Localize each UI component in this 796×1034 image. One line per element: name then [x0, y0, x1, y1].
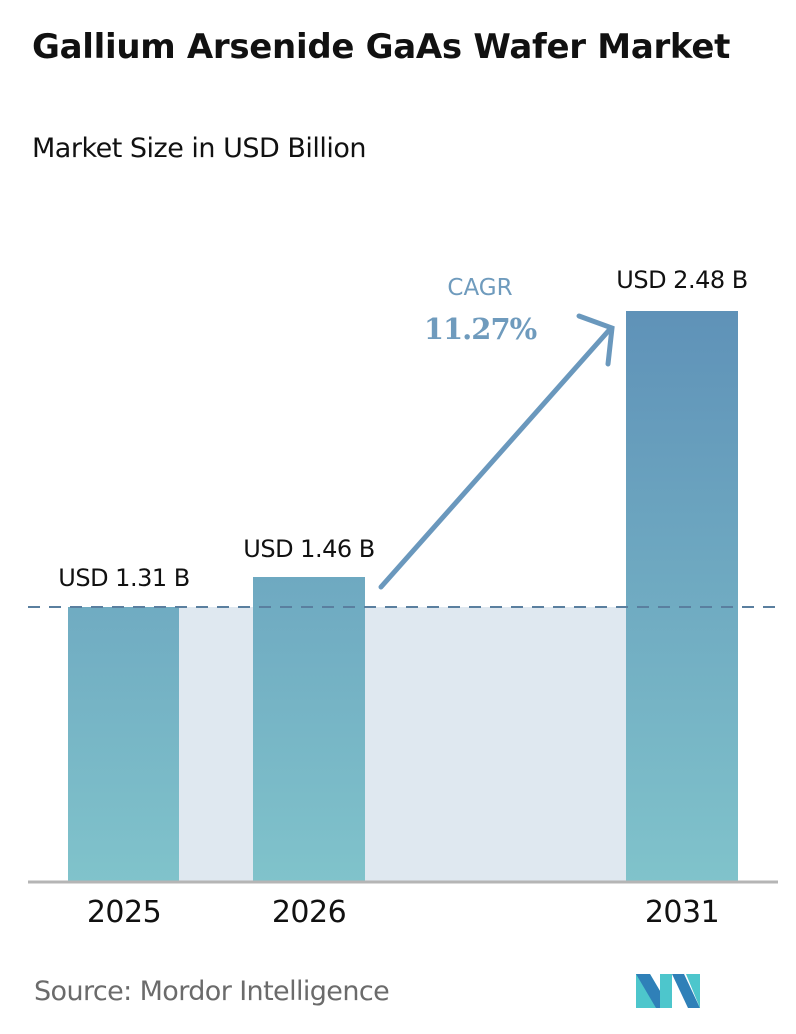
x-axis-label-2026: 2026	[271, 895, 347, 930]
source-credit: Source: Mordor Intelligence	[34, 976, 390, 1007]
cagr-arrow-icon	[378, 313, 615, 590]
bar-2026[interactable]	[253, 577, 365, 882]
bar-2031[interactable]	[626, 311, 738, 882]
chart-subtitle: Market Size in USD Billion	[32, 133, 367, 164]
bar-value-label-2025: USD 1.31 B	[58, 564, 190, 592]
x-axis-label-2025: 2025	[86, 895, 162, 930]
bar-2025[interactable]	[68, 607, 179, 882]
bar-value-label-2026: USD 1.46 B	[243, 535, 375, 563]
chart-title: Gallium Arsenide GaAs Wafer Market	[32, 27, 731, 67]
cagr-label: CAGR	[447, 275, 513, 301]
bar-value-label-2031: USD 2.48 B	[616, 266, 748, 294]
mordor-intelligence-logo	[636, 974, 700, 1008]
cagr-value: 11.27%	[423, 312, 537, 346]
x-axis-label-2031: 2031	[644, 895, 720, 930]
